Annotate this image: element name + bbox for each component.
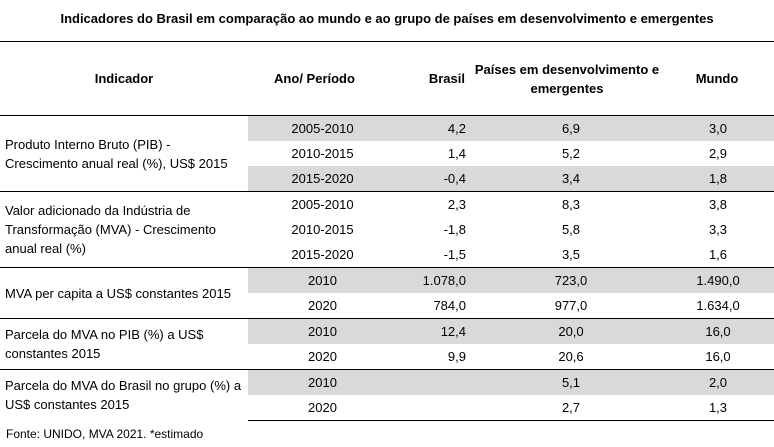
cell-ano-periodo: 2010-2015 [291, 146, 354, 161]
cell-ano-periodo: 2020 [248, 395, 381, 421]
table-row: Valor adicionado da Indústria de Transfo… [0, 191, 774, 268]
header-mundo: Mundo [660, 41, 774, 116]
cell-ano-periodo: 2015-2020 [248, 166, 381, 192]
cell-brasil: 1,4 [447, 146, 466, 161]
cell-mundo: 16,0 [705, 349, 731, 364]
cell-mundo: 16,0 [660, 318, 774, 344]
table-row: Produto Interno Bruto (PIB) - Cresciment… [0, 115, 774, 192]
cell-brasil: -1,8 [443, 222, 466, 237]
header-brasil: Brasil [381, 41, 474, 116]
cell-paises-em-desenvolvimento: 5,1 [474, 369, 660, 395]
cell-brasil: 12,4 [381, 318, 474, 344]
cell-mundo: 3,8 [660, 191, 774, 217]
header-row: Indicador Ano/ Período Brasil Países em … [0, 41, 774, 116]
cell-brasil: 2,3 [381, 191, 474, 217]
cell-paises-em-desenvolvimento: 3,5 [561, 247, 581, 262]
cell-ano-periodo: 2010 [248, 318, 381, 344]
cell-mundo: 1,3 [660, 395, 774, 421]
cell-ano-periodo: 2020 [308, 298, 337, 313]
table-header: Indicador Ano/ Período Brasil Países em … [0, 41, 774, 116]
cell-paises-em-desenvolvimento: 5,8 [561, 222, 581, 237]
table-row: 2015-2020 -1,5 3,5 1,6 [0, 242, 774, 268]
cell-ano-periodo: 2010 [248, 267, 381, 293]
table-row: 2020 784,0 977,0 1.634,0 [0, 293, 774, 319]
table-row: Parcela do MVA no PIB (%) a US$ constant… [0, 318, 774, 370]
cell-mundo: 1.490,0 [660, 267, 774, 293]
table-body: Produto Interno Bruto (PIB) - Cresciment… [0, 115, 774, 421]
cell-brasil: 784,0 [433, 298, 466, 313]
cell-paises-em-desenvolvimento: 2,7 [474, 395, 660, 421]
cell-ano-periodo: 2015-2020 [291, 247, 354, 262]
cell-ano-periodo: 2005-2010 [248, 115, 381, 141]
indicator-label: Parcela do MVA do Brasil no grupo (%) a … [0, 369, 248, 421]
cell-paises-em-desenvolvimento: 5,2 [561, 146, 581, 161]
header-indicador: Indicador [0, 41, 248, 116]
cell-mundo: 2,9 [708, 146, 728, 161]
cell-ano-periodo: 2010-2015 [291, 222, 354, 237]
indicator-label: MVA per capita a US$ constantes 2015 [0, 267, 248, 319]
cell-paises-em-desenvolvimento: 723,0 [474, 267, 660, 293]
cell-brasil: -0,4 [381, 166, 474, 192]
table-row: 2020 9,9 20,6 16,0 [0, 344, 774, 370]
cell-brasil [381, 395, 474, 421]
cell-mundo: 3,3 [708, 222, 728, 237]
indicator-label: Valor adicionado da Indústria de Transfo… [0, 191, 248, 268]
cell-brasil: 9,9 [447, 349, 466, 364]
cell-paises-em-desenvolvimento: 6,9 [474, 115, 660, 141]
cell-ano-periodo: 2010 [248, 369, 381, 395]
cell-mundo: 1,6 [708, 247, 728, 262]
cell-brasil: 1.078,0 [381, 267, 474, 293]
cell-ano-periodo: 2020 [308, 349, 337, 364]
cell-brasil [381, 369, 474, 395]
header-paises-em-desenvolvimento: Países em desenvolvimento e emergentes [474, 41, 660, 116]
cell-paises-em-desenvolvimento: 20,6 [558, 349, 584, 364]
cell-paises-em-desenvolvimento: 8,3 [474, 191, 660, 217]
table-row: 2015-2020 -0,4 3,4 1,8 [0, 166, 774, 192]
table-row: 2020 2,7 1,3 [0, 395, 774, 421]
cell-paises-em-desenvolvimento: 3,4 [474, 166, 660, 192]
table-row: Parcela do MVA do Brasil no grupo (%) a … [0, 369, 774, 421]
cell-mundo: 1.634,0 [696, 298, 740, 313]
indicator-label: Produto Interno Bruto (PIB) - Cresciment… [0, 115, 248, 192]
header-ano-periodo: Ano/ Período [248, 41, 381, 116]
table-row: MVA per capita a US$ constantes 2015 2010… [0, 267, 774, 319]
indicator-label: Parcela do MVA no PIB (%) a US$ constant… [0, 318, 248, 370]
cell-mundo: 3,0 [660, 115, 774, 141]
source-note: Fonte: UNIDO, MVA 2021. *estimado [6, 427, 204, 441]
table-title: Indicadores do Brasil em comparação ao m… [60, 11, 714, 26]
cell-paises-em-desenvolvimento: 977,0 [554, 298, 588, 313]
cell-brasil: -1,5 [443, 247, 466, 262]
table-row: 2010-2015 -1,8 5,8 3,3 [0, 217, 774, 242]
table-row: 2010-2015 1,4 5,2 2,9 [0, 141, 774, 166]
cell-brasil: 4,2 [381, 115, 474, 141]
cell-mundo: 1,8 [660, 166, 774, 192]
cell-paises-em-desenvolvimento: 20,0 [474, 318, 660, 344]
cell-mundo: 2,0 [660, 369, 774, 395]
cell-ano-periodo: 2005-2010 [248, 191, 381, 217]
indicators-table: Indicador Ano/ Período Brasil Países em … [0, 41, 774, 421]
